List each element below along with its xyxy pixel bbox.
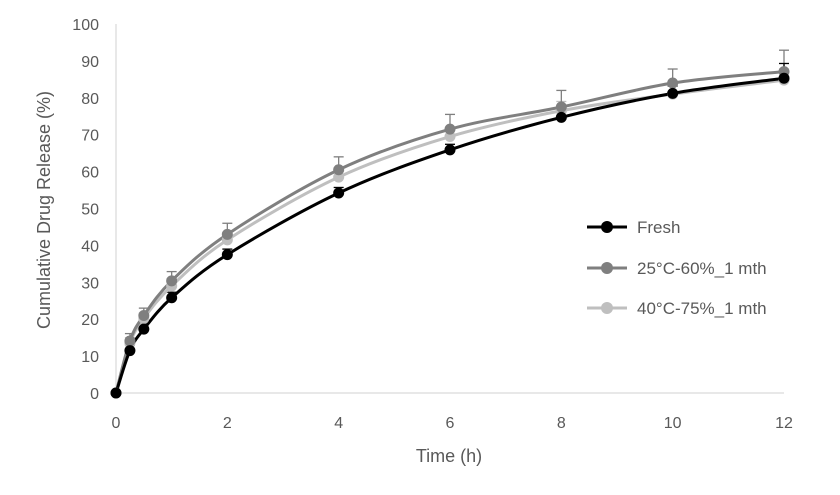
y-tick-label: 80: [81, 91, 99, 108]
y-tick-label: 70: [81, 128, 99, 145]
x-axis-title: Time (h): [416, 446, 482, 466]
x-tick-label: 2: [223, 415, 232, 432]
y-axis-title: Cumulative Drug Release (%): [34, 91, 54, 329]
y-tick-label: 60: [81, 165, 99, 182]
data-points: [110, 66, 790, 399]
legend-swatch-marker: [601, 221, 613, 233]
data-point: [138, 323, 150, 335]
legend-label: 25°C-60%_1 mth: [637, 259, 767, 278]
data-point: [166, 292, 178, 304]
data-point: [124, 345, 136, 357]
legend-swatch-marker: [601, 262, 613, 274]
data-point: [778, 72, 790, 84]
data-point: [555, 101, 567, 113]
x-tick-label: 12: [775, 415, 793, 432]
y-tick-label: 100: [72, 17, 99, 34]
data-point: [667, 87, 679, 99]
legend-swatch-marker: [601, 302, 613, 314]
x-tick-label: 4: [334, 415, 343, 432]
y-tick-label: 40: [81, 238, 99, 255]
legend-label: Fresh: [637, 218, 680, 237]
legend-label: 40°C-75%_1 mth: [637, 299, 767, 318]
legend: Fresh 25°C-60%_1 mth 40°C-75%_1 mth: [587, 218, 767, 318]
tick-labels: 0 10 20 30 40 50 60 70 80 90 100 0 2 4 6 8 10 12: [72, 17, 793, 432]
y-tick-label: 20: [81, 312, 99, 329]
axes: [115, 24, 784, 394]
data-point: [555, 111, 567, 123]
data-point: [444, 123, 456, 135]
data-point: [124, 335, 136, 347]
y-tick-label: 30: [81, 275, 99, 292]
data-point: [138, 310, 150, 322]
x-tick-label: 8: [557, 415, 566, 432]
y-tick-label: 50: [81, 202, 99, 219]
y-tick-label: 0: [90, 386, 99, 403]
data-point: [110, 387, 122, 399]
y-tick-label: 10: [81, 349, 99, 366]
x-tick-label: 10: [664, 415, 682, 432]
x-tick-label: 0: [112, 415, 121, 432]
data-point: [221, 249, 233, 261]
data-point: [667, 77, 679, 89]
data-point: [221, 228, 233, 240]
data-point: [333, 187, 345, 199]
x-tick-label: 6: [446, 415, 455, 432]
data-point: [444, 144, 456, 156]
y-tick-label: 90: [81, 54, 99, 71]
data-point: [166, 275, 178, 287]
data-point: [333, 164, 345, 176]
